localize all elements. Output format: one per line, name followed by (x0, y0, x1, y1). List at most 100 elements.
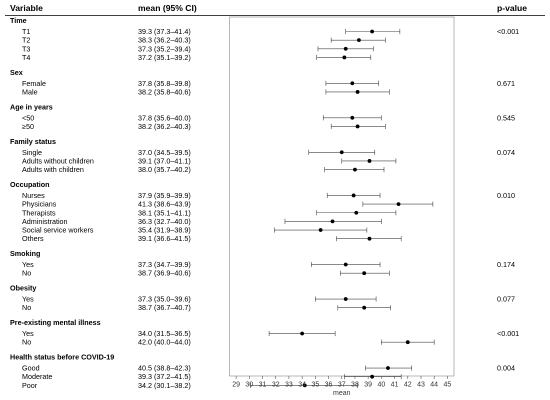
row-label: Poor (22, 381, 38, 390)
mean-point (350, 81, 355, 86)
row-label: T4 (22, 53, 30, 62)
ci-text: 34.0 (31.5–36.5) (138, 329, 191, 338)
ci-text: 40.5 (38.8–42.3) (138, 364, 191, 373)
p-value: 0.004 (497, 364, 515, 373)
group-label: Health status before COVID-19 (10, 353, 114, 362)
x-tick-label: 44 (430, 382, 438, 389)
p-value: 0.010 (497, 191, 515, 200)
p-value: 0.671 (497, 79, 515, 88)
row-label: Others (22, 234, 44, 243)
ci-text: 38.0 (35.7–40.2) (138, 165, 191, 174)
row-label: T2 (22, 36, 30, 45)
ci-text: 39.3 (37.3–41.4) (138, 27, 191, 36)
mean-point (300, 331, 305, 336)
mean-point (302, 383, 307, 388)
p-value: 0.074 (497, 148, 515, 157)
forest-rows: Time T1 39.3 (37.3–41.4) <0.001 T2 38.3 (36.2… (10, 16, 519, 390)
mean-point (342, 55, 347, 60)
plot-panel (229, 16, 455, 377)
row-label: Adults without children (22, 156, 94, 165)
row-label: T1 (22, 27, 30, 36)
x-tick-label: 34 (298, 382, 306, 389)
row-label: Female (22, 79, 46, 88)
mean-point (350, 115, 355, 120)
row-label: T3 (22, 44, 30, 53)
header-p-value: p-value (497, 3, 527, 13)
ci-text: 38.3 (36.2–40.3) (138, 36, 191, 45)
mean-point (355, 90, 360, 94)
x-tick-label: 33 (285, 382, 293, 389)
ci-text: 37.3 (34.7–39.9) (138, 260, 191, 269)
row-label: Nurses (22, 191, 45, 200)
row-label: Physicians (22, 200, 57, 209)
mean-point (370, 374, 375, 379)
group-label: Time (10, 16, 27, 25)
mean-point (362, 305, 367, 310)
mean-point (357, 38, 361, 43)
x-tick-label: 40 (377, 382, 385, 389)
ci-text: 37.2 (35.1–39.2) (138, 53, 191, 62)
mean-point (343, 262, 348, 267)
ci-text: 39.3 (37.2–41.5) (138, 372, 191, 381)
mean-point (330, 219, 335, 224)
row-label: Good (22, 364, 40, 373)
mean-point (367, 159, 372, 163)
ci-text: 37.8 (35.8–39.8) (138, 79, 191, 88)
row-label: Yes (22, 329, 34, 338)
mean-point (355, 124, 360, 129)
row-label: Single (22, 148, 42, 157)
mean-point (318, 228, 323, 232)
row-label: Moderate (22, 372, 52, 381)
x-tick-label: 45 (443, 382, 451, 389)
row-label: Social service workers (22, 226, 94, 235)
group-label: Smoking (10, 249, 40, 258)
x-axis: 29 30 31 32 33 34 35 36 37 38 39 40 41 42 43 44 45 mean (232, 376, 451, 397)
p-value: <0.001 (497, 329, 519, 338)
row-label: No (22, 269, 31, 278)
row-label: ≥50 (22, 122, 34, 131)
x-tick-label: 42 (404, 382, 412, 389)
ci-text: 34.2 (30.1–38.2) (138, 381, 191, 390)
ci-text: 41.3 (38.6–43.9) (138, 200, 191, 209)
ci-text: 36.3 (32.7–40.0) (138, 217, 191, 226)
mean-point (343, 297, 348, 301)
x-tick-label: 36 (325, 382, 333, 389)
x-tick-label: 37 (338, 382, 346, 389)
ci-text: 38.7 (36.9–40.6) (138, 269, 191, 278)
ci-text: 35.4 (31.9–38.9) (138, 226, 191, 235)
group-label: Occupation (10, 180, 50, 189)
ci-text: 39.1 (37.0–41.1) (138, 156, 191, 165)
x-tick-label: 32 (272, 382, 280, 389)
ci-text: 37.8 (35.6–40.0) (138, 113, 191, 122)
x-tick-label: 29 (232, 382, 240, 389)
group-label: Sex (10, 68, 23, 77)
header-variable: Variable (10, 3, 43, 13)
x-axis-label: mean (333, 390, 351, 397)
mean-point (396, 202, 401, 207)
p-value: 0.077 (497, 295, 515, 304)
mean-point (343, 46, 348, 51)
ci-text: 42.0 (40.0–44.0) (138, 338, 191, 347)
mean-point (370, 29, 375, 34)
ci-text: 38.2 (36.2–40.3) (138, 122, 191, 131)
row-label: Adults with children (22, 165, 84, 174)
ci-text: 37.9 (35.9–39.9) (138, 191, 191, 200)
mean-point (405, 340, 410, 345)
mean-point (353, 167, 357, 172)
group-label: Age in years (10, 102, 53, 111)
p-value: 0.545 (497, 113, 515, 122)
p-value: 0.174 (497, 260, 515, 269)
row-label: No (22, 303, 31, 312)
row-label: Yes (22, 260, 34, 269)
x-tick-label: 39 (364, 382, 372, 389)
p-value: <0.001 (497, 27, 519, 36)
ci-text: 38.2 (35.8–40.6) (138, 87, 191, 96)
ci-text: 38.7 (36.7–40.7) (138, 303, 191, 312)
row-label: Male (22, 87, 38, 96)
ci-text: 37.3 (35.2–39.4) (138, 44, 191, 53)
x-tick-label: 38 (351, 382, 359, 389)
mean-point (351, 193, 356, 198)
ci-text: 37.0 (34.5–39.5) (138, 148, 191, 157)
row-label: No (22, 338, 31, 347)
